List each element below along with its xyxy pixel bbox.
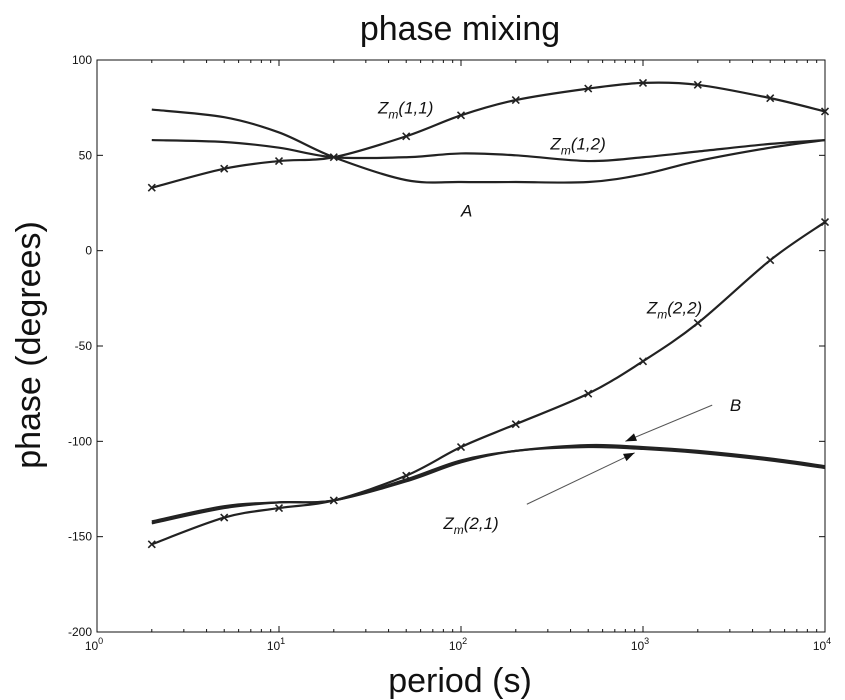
x-tick-label: 102	[449, 636, 467, 653]
series-line	[151, 138, 826, 163]
series-a	[151, 108, 826, 184]
series-zm-1-1	[147, 78, 830, 192]
series-b	[151, 443, 826, 525]
data-point	[274, 504, 284, 513]
data-point	[220, 164, 229, 173]
plot-frame	[96, 59, 826, 633]
series-line	[151, 108, 826, 184]
y-tick-label: -150	[68, 530, 92, 544]
series-zm-1-2	[151, 138, 826, 163]
data-point	[147, 540, 156, 549]
data-point	[456, 111, 466, 120]
data-point	[693, 80, 702, 89]
data-point	[820, 218, 830, 227]
annotation-zm22: Zm(2,2)	[646, 299, 702, 322]
data-point	[402, 132, 411, 141]
annotation-a: A	[460, 201, 472, 220]
annotation-arrow	[625, 404, 713, 442]
series-zm-2-2	[147, 218, 830, 549]
annotation-b: B	[730, 396, 741, 415]
series-layer	[147, 78, 830, 549]
annotation-arrow	[526, 452, 635, 505]
arrow-shaft	[526, 452, 635, 505]
series-line	[151, 443, 826, 525]
data-point	[584, 389, 593, 398]
arrow-shaft	[625, 404, 713, 442]
x-tick-label: 103	[631, 636, 649, 653]
annotation-zm12: Zm(1,2)	[549, 135, 605, 158]
data-point	[766, 256, 775, 265]
chart-title: phase mixing	[360, 10, 560, 48]
y-tick-label: -100	[68, 434, 92, 448]
data-point	[274, 156, 284, 166]
arrow-head	[625, 433, 638, 442]
data-point	[584, 84, 593, 93]
arrow-head	[623, 452, 635, 462]
y-tick-label: 0	[85, 244, 92, 258]
series-line	[151, 81, 826, 189]
y-tick-label: -50	[75, 339, 93, 353]
series-zm-2-1	[151, 445, 826, 523]
data-point	[511, 420, 520, 429]
annotation-zm21: Zm(2,1)	[442, 514, 498, 537]
data-point	[693, 319, 702, 328]
data-point	[456, 442, 466, 452]
annotation-zm11: Zm(1,1)	[377, 98, 433, 121]
data-point	[147, 183, 156, 192]
x-tick-label: 104	[813, 636, 831, 653]
series-line	[151, 445, 826, 523]
data-point	[511, 95, 520, 105]
data-point	[638, 78, 648, 87]
series-line	[151, 221, 826, 546]
arrow-layer	[526, 404, 713, 505]
y-tick-label: 100	[72, 53, 92, 67]
y-tick-label: 50	[79, 148, 93, 162]
data-point	[220, 513, 229, 522]
y-axis-label: phase (degrees)	[10, 221, 48, 469]
data-point	[766, 94, 775, 103]
plot-border	[96, 59, 826, 633]
x-axis-label: period (s)	[388, 662, 532, 700]
x-tick-label: 101	[267, 636, 285, 653]
data-point	[638, 357, 648, 366]
y-axis-ticks: -200 -150 -100 -50 0 50 100	[68, 53, 825, 639]
y-tick-label: -200	[68, 625, 92, 639]
data-point	[820, 107, 830, 116]
